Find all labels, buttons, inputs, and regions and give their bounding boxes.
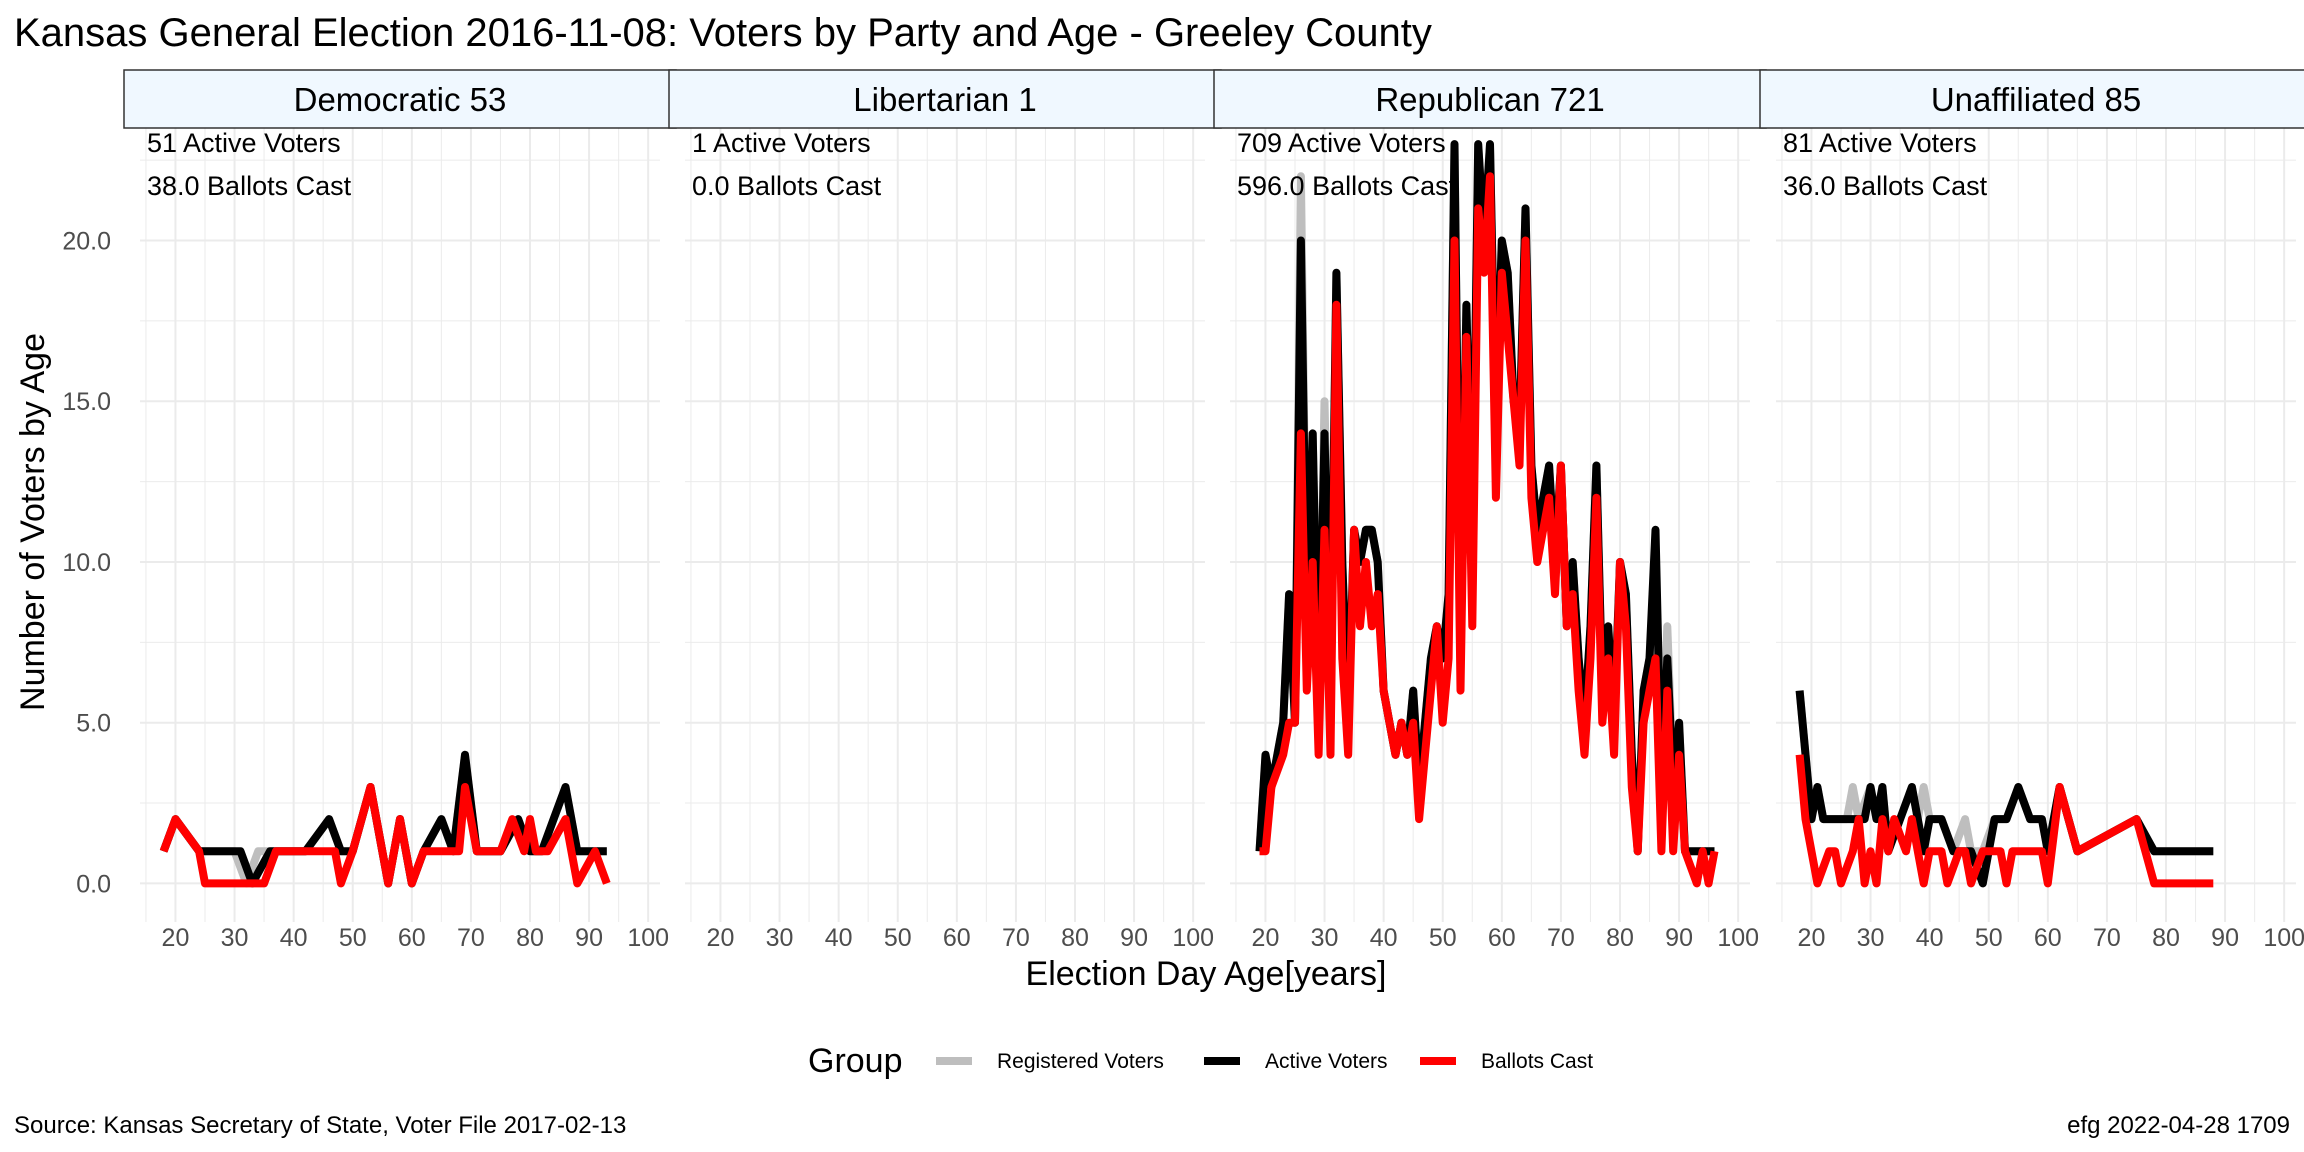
y-tick-label: 5.0	[76, 710, 111, 738]
series-line-ballots	[1795, 754, 2214, 888]
x-tick-label: 20	[162, 924, 190, 952]
panel-annotation: 0.0 Ballots Cast	[692, 171, 882, 201]
x-tick-label: 90	[575, 924, 603, 952]
y-tick-label: 10.0	[62, 549, 111, 577]
panel-3: Republican 721 709 Active Voters 596.0 Bal…	[1213, 69, 1767, 952]
legend: Group Registered Voters Active Voters Ball…	[808, 1042, 1593, 1080]
x-tick-label: 50	[339, 924, 367, 952]
x-tick-label: 60	[2034, 924, 2062, 952]
panel-4: Unaffiliated 85 81 Active Voters 36.0 Ball…	[1759, 69, 2304, 952]
x-tick-label: 30	[221, 924, 249, 952]
series-line-ballots	[1259, 172, 1719, 888]
x-tick-label: 80	[516, 924, 544, 952]
panel-annotation: 1 Active Voters	[692, 128, 871, 158]
x-tick-label: 30	[1857, 924, 1885, 952]
x-tick-label: 70	[1002, 924, 1030, 952]
x-tick-label: 50	[884, 924, 912, 952]
x-axis-title: Election Day Age[years]	[1026, 955, 1387, 993]
strip-label: Unaffiliated 85	[1931, 81, 2141, 118]
x-tick-label: 60	[398, 924, 426, 952]
chart-title: Kansas General Election 2016-11-08: Vote…	[14, 11, 1432, 55]
strip-label: Libertarian 1	[853, 81, 1036, 118]
x-tick-label: 90	[1665, 924, 1693, 952]
panel-annotation: 36.0 Ballots Cast	[1783, 171, 1988, 201]
series-line-ballots	[159, 783, 611, 888]
x-tick-label: 20	[707, 924, 735, 952]
legend-label-active: Active Voters	[1265, 1050, 1388, 1073]
x-tick-label: 40	[1370, 924, 1398, 952]
x-tick-label: 70	[1547, 924, 1575, 952]
x-tick-label: 90	[1120, 924, 1148, 952]
x-tick-label: 70	[457, 924, 485, 952]
x-tick-label: 60	[1488, 924, 1516, 952]
x-tick-label: 60	[943, 924, 971, 952]
legend-label-ballots: Ballots Cast	[1481, 1050, 1593, 1073]
y-axis-title: Number of Voters by Age	[14, 333, 52, 711]
x-tick-label: 40	[280, 924, 308, 952]
caption-date: efg 2022-04-28 1709	[2067, 1112, 2290, 1139]
x-tick-label: 20	[1252, 924, 1280, 952]
panel-annotation: 709 Active Voters	[1237, 128, 1446, 158]
legend-label-registered: Registered Voters	[997, 1050, 1164, 1073]
x-tick-label: 100	[2263, 924, 2304, 952]
x-tick-label: 80	[1061, 924, 1089, 952]
x-tick-label: 100	[1717, 924, 1759, 952]
x-tick-label: 70	[2093, 924, 2121, 952]
legend-title: Group	[808, 1042, 903, 1080]
x-tick-label: 30	[766, 924, 794, 952]
panel-2: Libertarian 1 1 Active Voters 0.0 Ballots …	[668, 69, 1222, 952]
x-tick-label: 90	[2211, 924, 2239, 952]
x-tick-label: 100	[1172, 924, 1214, 952]
x-tick-label: 50	[1975, 924, 2003, 952]
strip-label: Republican 721	[1375, 81, 1604, 118]
x-tick-label: 40	[825, 924, 853, 952]
y-tick-label: 15.0	[62, 388, 111, 416]
caption-source: Source: Kansas Secretary of State, Voter…	[14, 1112, 626, 1139]
y-tick-label: 20.0	[62, 228, 111, 256]
strip-box	[1213, 69, 1767, 129]
strip-box	[668, 69, 1222, 129]
strip-box	[123, 69, 677, 129]
panels: Democratic 53 51 Active Voters 38.0 Ballot…	[62, 69, 2304, 952]
x-tick-label: 80	[1606, 924, 1634, 952]
x-tick-label: 100	[627, 924, 669, 952]
strip-label: Democratic 53	[294, 81, 507, 118]
x-tick-label: 20	[1798, 924, 1826, 952]
x-tick-label: 50	[1429, 924, 1457, 952]
panel-annotation: 596.0 Ballots Cast	[1237, 171, 1457, 201]
panel-annotation: 38.0 Ballots Cast	[147, 171, 352, 201]
y-tick-label: 0.0	[76, 870, 111, 898]
panel-annotation: 51 Active Voters	[147, 128, 341, 158]
x-tick-label: 80	[2152, 924, 2180, 952]
panel-1: Democratic 53 51 Active Voters 38.0 Ballot…	[62, 69, 677, 952]
x-tick-label: 40	[1916, 924, 1944, 952]
strip-box	[1759, 69, 2304, 129]
panel-annotation: 81 Active Voters	[1783, 128, 1977, 158]
x-tick-label: 30	[1311, 924, 1339, 952]
